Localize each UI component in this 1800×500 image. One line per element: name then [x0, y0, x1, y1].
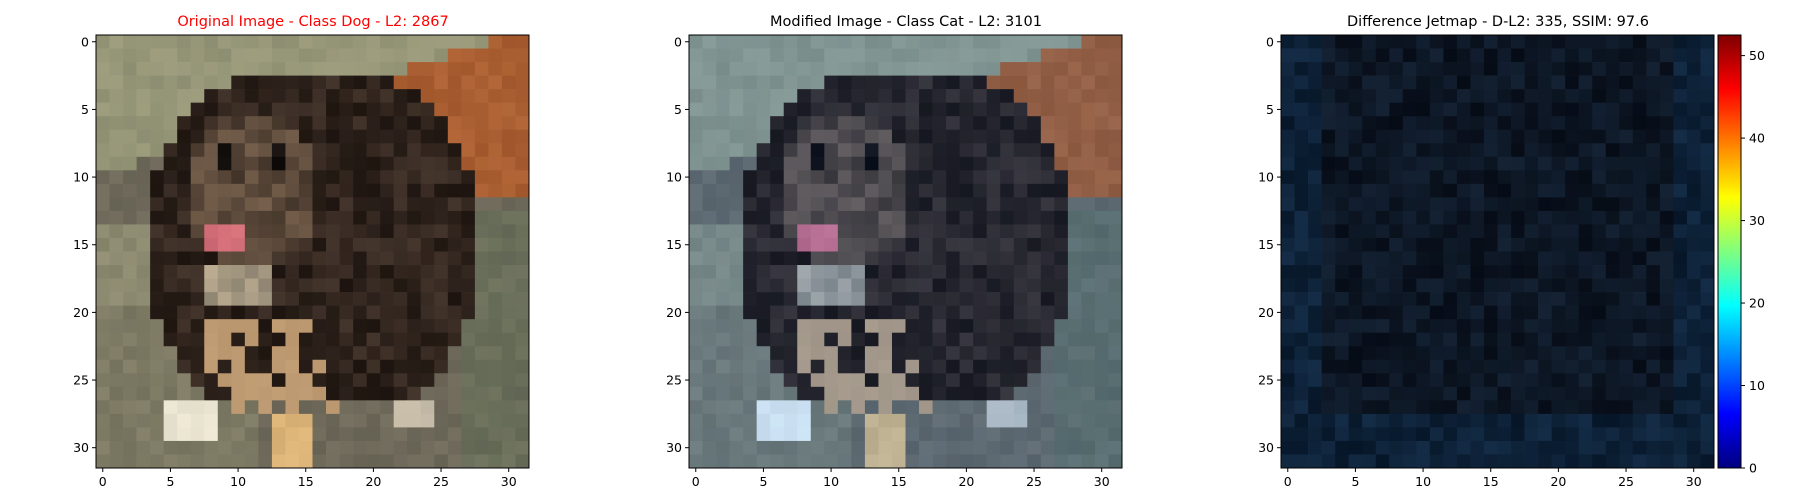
y-tick-label: 25	[73, 373, 89, 388]
colorbar-tick-label: 20	[1749, 296, 1765, 311]
y-tick-label: 10	[666, 170, 682, 185]
y-tick-label: 0	[1266, 34, 1274, 49]
x-tick-label: 15	[891, 474, 907, 489]
y-tick-label: 5	[81, 102, 89, 117]
colorbar-tick-label: 30	[1749, 213, 1765, 228]
y-tick-label: 30	[73, 440, 89, 455]
y-tick-label: 20	[73, 305, 89, 320]
x-tick-label: 30	[501, 474, 517, 489]
colorbar-tick-label: 10	[1749, 378, 1765, 393]
axes-frame-modified	[688, 34, 1123, 469]
y-tick-label: 15	[666, 237, 682, 252]
y-tick-label: 5	[674, 102, 682, 117]
y-tick-label: 0	[674, 34, 682, 49]
y-tick-label: 25	[1258, 373, 1274, 388]
x-tick-label: 30	[1094, 474, 1110, 489]
y-tick-label: 10	[1258, 170, 1274, 185]
colorbar-ticks: 0 10 20 30 40 50	[1741, 48, 1765, 476]
x-tick-label: 25	[1026, 474, 1042, 489]
y-tick-label: 10	[73, 170, 89, 185]
colorbar-gradient	[1717, 34, 1742, 469]
x-tick-label: 25	[1618, 474, 1634, 489]
colorbar-tick-label: 40	[1749, 131, 1765, 146]
y-tick-label: 15	[73, 237, 89, 252]
x-tick-label: 30	[1686, 474, 1702, 489]
axes-frame-original	[95, 34, 530, 469]
y-tick-label: 0	[81, 34, 89, 49]
axis-ticks-modified: 0 5 10 15 20 25 30 0 5 10 15 20 25 30	[666, 34, 1110, 489]
y-tick-label: 15	[1258, 237, 1274, 252]
panel-title-original: Original Image - Class Dog - L2: 2867	[177, 14, 448, 30]
panel-original: Original Image - Class Dog - L2: 2867 0 5…	[73, 14, 530, 489]
x-tick-label: 10	[823, 474, 839, 489]
panel-difference: Difference Jetmap - D-L2: 335, SSIM: 97.…	[1258, 14, 1715, 489]
axes-frame-difference	[1280, 34, 1715, 469]
y-tick-label: 25	[666, 373, 682, 388]
x-tick-label: 0	[1284, 474, 1292, 489]
x-tick-label: 15	[1483, 474, 1499, 489]
axis-ticks-original: 0 5 10 15 20 25 30 0 5 10 15 20 25 30	[73, 34, 517, 489]
x-tick-label: 0	[692, 474, 700, 489]
axis-ticks-difference: 0 5 10 15 20 25 30 0 5 10 15 20 25 30	[1258, 34, 1702, 489]
colorbar-tick-label: 0	[1749, 461, 1757, 476]
y-tick-label: 20	[666, 305, 682, 320]
x-tick-label: 20	[958, 474, 974, 489]
panel-title-modified: Modified Image - Class Cat - L2: 3101	[770, 14, 1042, 30]
y-tick-label: 20	[1258, 305, 1274, 320]
panel-modified: Modified Image - Class Cat - L2: 3101 0 5…	[666, 14, 1123, 489]
x-tick-label: 10	[1415, 474, 1431, 489]
x-tick-label: 20	[365, 474, 381, 489]
panel-title-difference: Difference Jetmap - D-L2: 335, SSIM: 97.…	[1347, 14, 1649, 30]
y-tick-label: 30	[1258, 440, 1274, 455]
colorbar-tick-label: 50	[1749, 48, 1765, 63]
x-tick-label: 5	[759, 474, 767, 489]
y-tick-label: 5	[1266, 102, 1274, 117]
x-tick-label: 15	[298, 474, 314, 489]
x-tick-label: 20	[1550, 474, 1566, 489]
x-tick-label: 0	[99, 474, 107, 489]
y-tick-label: 30	[666, 440, 682, 455]
x-tick-label: 5	[166, 474, 174, 489]
x-tick-label: 25	[433, 474, 449, 489]
x-tick-label: 5	[1351, 474, 1359, 489]
image-modified	[689, 35, 1123, 469]
image-original	[96, 35, 530, 469]
image-difference-jetmap	[1281, 35, 1715, 469]
colorbar: 0 10 20 30 40 50	[1717, 34, 1765, 476]
x-tick-label: 10	[230, 474, 246, 489]
